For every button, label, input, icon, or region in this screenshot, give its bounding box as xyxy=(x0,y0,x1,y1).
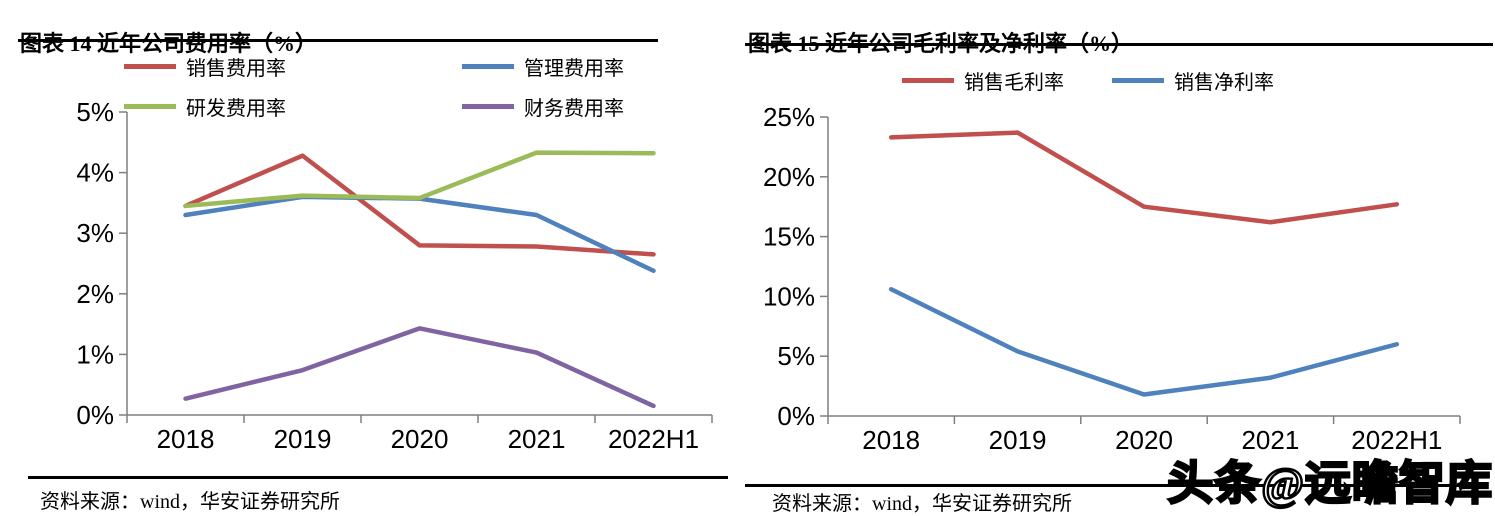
y-tick-label: 20% xyxy=(763,162,815,192)
y-tick-label: 5% xyxy=(777,341,815,371)
y-tick-label: 1% xyxy=(76,339,114,369)
legend-item-2: 研发费用率 xyxy=(124,92,462,121)
y-tick-label: 3% xyxy=(76,218,114,248)
legend-label: 研发费用率 xyxy=(186,98,286,120)
y-tick-label: 15% xyxy=(763,222,815,252)
legend-label: 销售毛利率 xyxy=(964,72,1064,94)
y-tick-label: 5% xyxy=(76,97,114,127)
title-divider xyxy=(18,39,658,42)
watermark-text: 头条@远瞻智库 xyxy=(1166,457,1493,511)
x-tick-label: 2018 xyxy=(157,424,215,454)
legend-item-0: 销售费用率 xyxy=(124,52,462,81)
series-line-1 xyxy=(183,194,656,274)
legend-swatch-icon xyxy=(902,78,954,83)
series-line-2 xyxy=(183,150,656,209)
source-divider xyxy=(745,484,1485,487)
x-tick-label: 2020 xyxy=(391,424,449,454)
legend-swatch-icon xyxy=(124,64,176,69)
series-line-0 xyxy=(183,153,656,257)
x-tick-label: 2022H1 xyxy=(1351,425,1442,455)
margin-line-chart: 0% 5% 10% 15% 20% 25% 2018 2019 2020 2021 2022H1 xyxy=(763,102,1461,455)
legend-label: 财务费用率 xyxy=(524,98,624,120)
legend-expense-rates: 销售费用率 管理费用率研发费用率 财务费用率 xyxy=(124,52,624,121)
series-line-1 xyxy=(888,286,1400,397)
x-tick-label: 2019 xyxy=(274,424,332,454)
legend-item-3: 财务费用率 xyxy=(462,92,624,121)
series-line-0 xyxy=(888,130,1400,225)
title-divider xyxy=(745,43,1493,46)
chart-title-expense-rates: 图表 14 近年公司费用率（%） xyxy=(20,31,318,57)
y-tick-label: 2% xyxy=(76,279,114,309)
legend-item-0: 销售毛利率 xyxy=(902,66,1064,95)
legend-swatch-icon xyxy=(462,104,514,109)
x-tick-label: 2018 xyxy=(862,425,920,455)
legend-swatch-icon xyxy=(462,64,514,69)
legend-swatch-icon xyxy=(1112,78,1164,83)
y-tick-label: 4% xyxy=(76,158,114,188)
y-tick-label: 25% xyxy=(763,102,815,132)
legend-label: 销售净利率 xyxy=(1174,72,1274,94)
legend-item-1: 销售净利率 xyxy=(1112,66,1274,95)
y-tick-label: 0% xyxy=(777,401,815,431)
x-tick-label: 2021 xyxy=(508,424,566,454)
legend-item-1: 管理费用率 xyxy=(462,52,624,81)
legend-label: 管理费用率 xyxy=(524,58,624,80)
legend-margins: 销售毛利率 销售净利率 xyxy=(902,66,1274,95)
expense-rate-line-chart: 0% 1% 2% 3% 4% 5% 2018 2019 2020 2021 2022H1 xyxy=(76,97,713,454)
x-tick-label: 2019 xyxy=(989,425,1047,455)
y-tick-label: 10% xyxy=(763,281,815,311)
source-note: 资料来源：wind，华安证券研究所 xyxy=(40,491,340,513)
source-divider xyxy=(28,476,728,479)
x-tick-label: 2020 xyxy=(1115,425,1173,455)
legend-swatch-icon xyxy=(124,104,176,109)
x-tick-label: 2021 xyxy=(1241,425,1299,455)
legend-label: 销售费用率 xyxy=(186,58,286,80)
source-note: 资料来源：wind，华安证券研究所 xyxy=(772,493,1072,515)
y-tick-label: 0% xyxy=(76,400,114,430)
x-tick-label: 2022H1 xyxy=(608,424,699,454)
series-line-3 xyxy=(183,326,656,409)
